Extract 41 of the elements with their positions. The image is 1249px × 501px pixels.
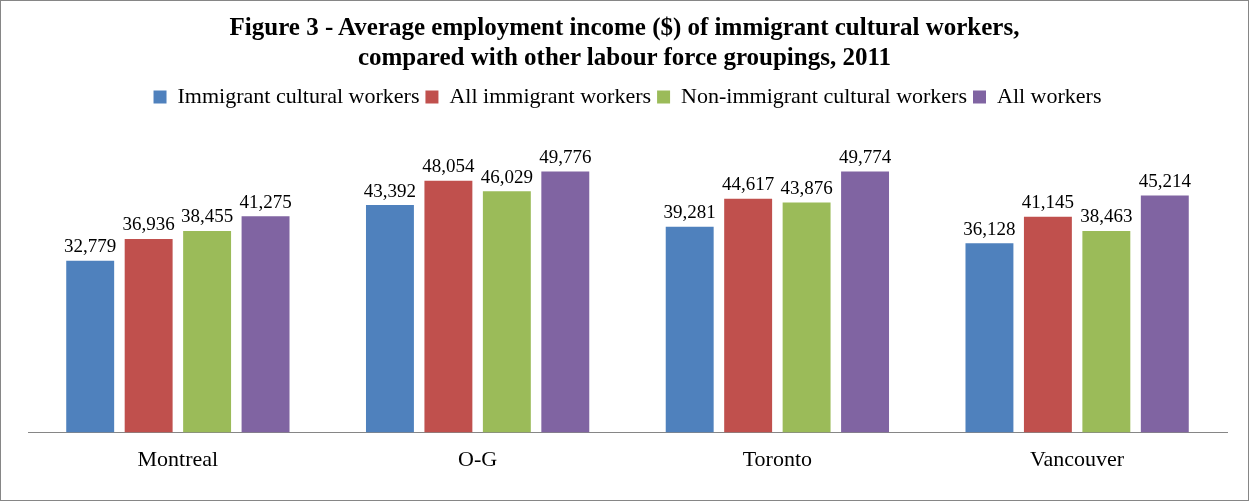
data-label: 46,029 xyxy=(480,165,533,187)
data-label: 44,617 xyxy=(722,173,775,195)
data-label: 43,876 xyxy=(780,177,833,199)
bar xyxy=(482,191,531,433)
data-label: 45,214 xyxy=(1138,170,1192,192)
data-label: 38,463 xyxy=(1080,205,1133,227)
data-label: 49,774 xyxy=(838,146,892,168)
data-label: 36,936 xyxy=(122,213,175,235)
x-tick-label: Toronto xyxy=(742,445,813,471)
bar xyxy=(1023,216,1072,433)
legend-label: Immigrant cultural workers xyxy=(177,82,420,108)
data-label: 43,392 xyxy=(363,179,417,201)
bar xyxy=(1082,230,1131,433)
bar xyxy=(965,243,1014,433)
data-label: 36,128 xyxy=(963,217,1016,239)
bar xyxy=(365,205,414,433)
bar xyxy=(541,171,590,433)
bar xyxy=(183,230,232,433)
data-label: 38,455 xyxy=(180,205,234,227)
bar xyxy=(841,171,890,433)
data-label: 41,275 xyxy=(239,190,292,212)
data-label: 41,145 xyxy=(1021,191,1075,213)
x-tick-label: Montreal xyxy=(137,445,219,471)
x-tick-label: O-G xyxy=(458,445,498,471)
bar xyxy=(724,198,773,433)
data-label: 48,054 xyxy=(422,155,476,177)
legend-label: All immigrant workers xyxy=(449,82,652,108)
chart-title: Figure 3 - Average employment income ($) of immigrant cultural workers, compared with other labour force groupings, 2011 xyxy=(228,12,1021,72)
x-tick-label: Vancouver xyxy=(1030,445,1125,471)
bar xyxy=(424,180,473,433)
bar xyxy=(124,238,173,433)
data-label: 32,779 xyxy=(64,235,117,257)
bar xyxy=(665,226,714,433)
bar xyxy=(66,260,115,433)
bar xyxy=(782,202,831,433)
bar xyxy=(1140,195,1189,433)
data-label: 49,776 xyxy=(539,146,592,168)
legend-label: All workers xyxy=(997,82,1102,108)
legend-label: Non-immigrant cultural workers xyxy=(681,82,968,108)
bar xyxy=(241,216,290,433)
data-label: 39,281 xyxy=(663,201,716,223)
